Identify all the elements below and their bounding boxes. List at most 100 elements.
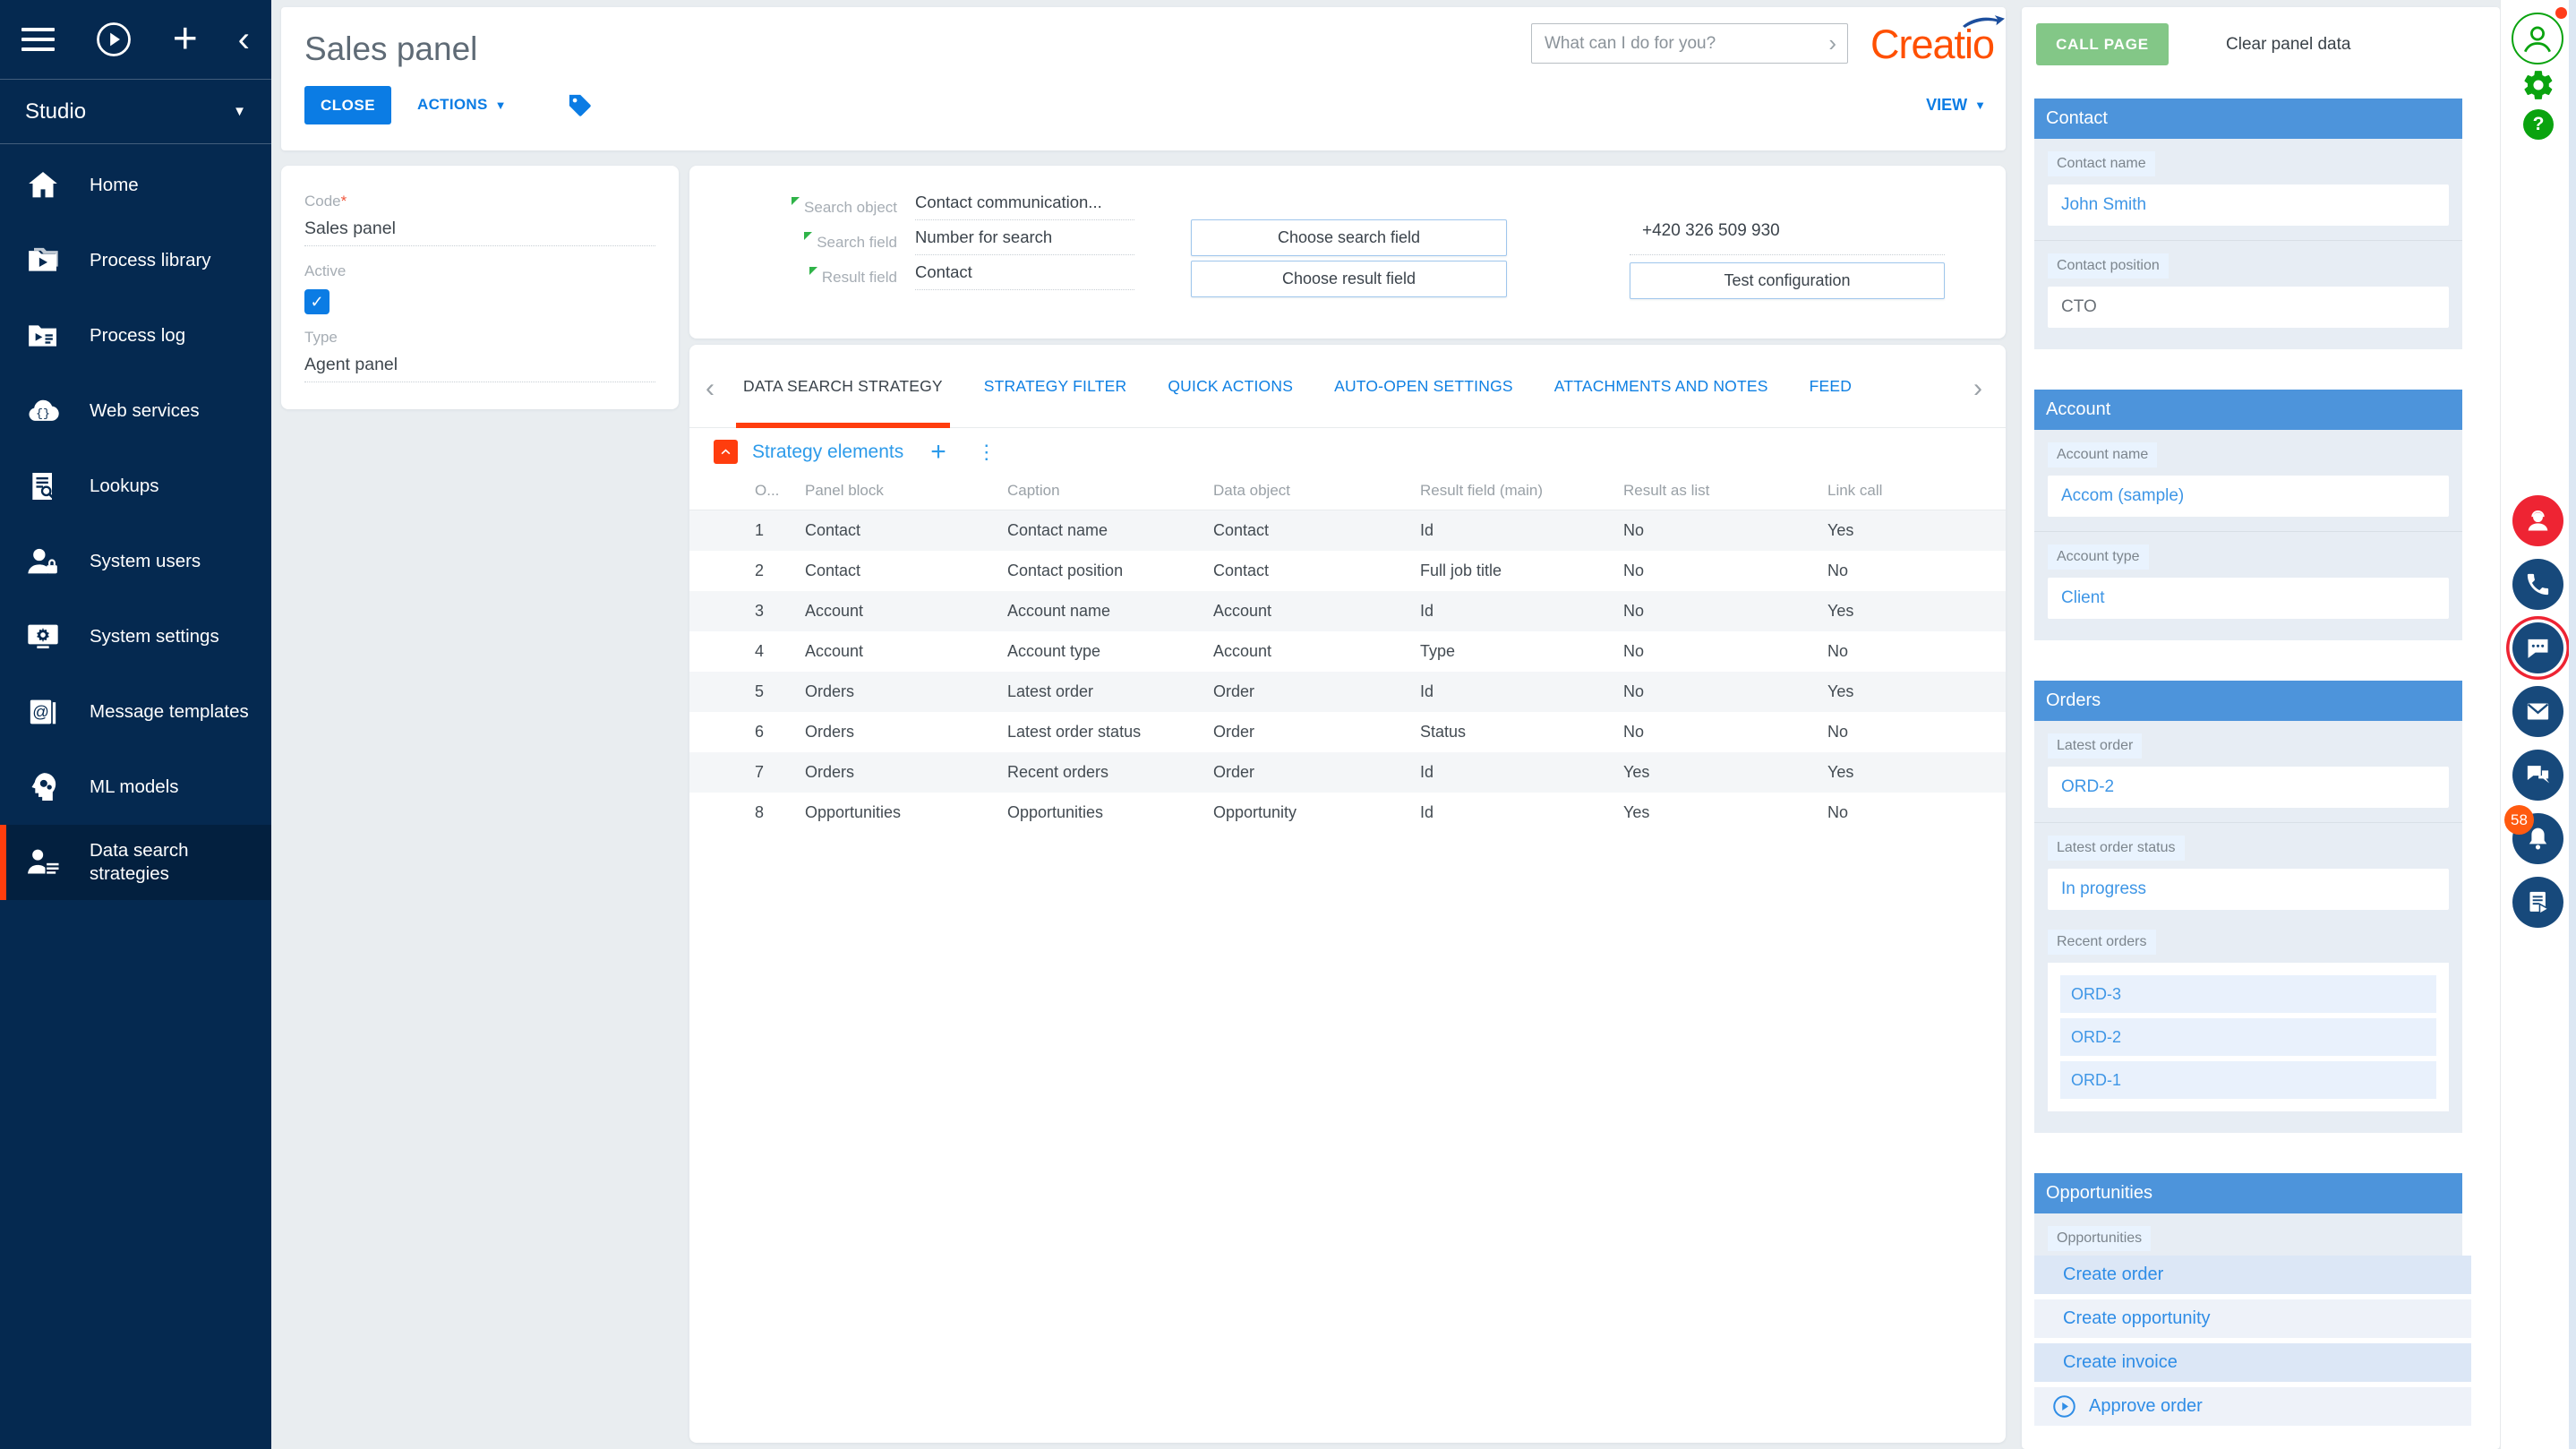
field-value[interactable]: Client <box>2048 578 2449 619</box>
hamburger-menu-icon[interactable] <box>21 28 55 51</box>
tabs-scroll-right-icon[interactable]: › <box>1973 373 1982 403</box>
svg-text:@: @ <box>32 702 49 721</box>
field-value[interactable]: In progress <box>2048 869 2449 910</box>
tab[interactable]: FEED <box>1809 376 1853 395</box>
add-strategy-element-icon[interactable]: + <box>930 436 946 467</box>
code-field[interactable]: Sales panel <box>304 210 655 246</box>
cell-result-field: Status <box>1420 723 1467 741</box>
sidebar-top-bar: + ‹ <box>0 0 271 79</box>
result-field-field[interactable]: Contact <box>915 262 1134 290</box>
field-label: Opportunities <box>2048 1226 2152 1251</box>
tabs-scroll-left-icon[interactable]: ‹ <box>706 373 715 403</box>
more-menu-icon[interactable]: ⋮ <box>976 440 997 463</box>
table-row[interactable]: 4 Account Account type Account Type No N… <box>689 631 2006 672</box>
comm-button[interactable] <box>2512 877 2563 928</box>
field-value[interactable]: ORD-2 <box>2048 767 2449 808</box>
panel-action-button[interactable]: Create opportunity <box>2034 1299 2471 1338</box>
field-value[interactable]: John Smith <box>2048 184 2449 226</box>
cell-caption: Account type <box>1007 642 1101 660</box>
call-panel: CALL PAGE Clear panel data Contact Conta… <box>2022 7 2500 1449</box>
column-header[interactable]: Result field (main) <box>1420 481 1543 499</box>
field-value[interactable]: CTO <box>2048 287 2449 328</box>
table-row[interactable]: 7 Orders Recent orders Order Id Yes Yes <box>689 752 2006 793</box>
table-row[interactable]: 5 Orders Latest order Order Id No Yes <box>689 672 2006 712</box>
choose-search-field-button[interactable]: Choose search field <box>1191 219 1507 256</box>
panel-action-button[interactable]: Create order <box>2034 1256 2471 1294</box>
run-process-icon[interactable] <box>95 21 133 58</box>
tab[interactable]: QUICK ACTIONS <box>1168 376 1294 395</box>
sidebar-item[interactable]: System users <box>0 524 271 599</box>
process-library-icon <box>25 243 61 279</box>
collapse-section-icon[interactable] <box>714 440 738 464</box>
user-avatar[interactable] <box>2512 13 2563 64</box>
workspace-selector[interactable]: Studio ▼ <box>0 79 271 144</box>
clear-panel-data-link[interactable]: Clear panel data <box>2226 35 2351 54</box>
test-configuration-button[interactable]: Test configuration <box>1630 262 1945 299</box>
cell-caption: Opportunities <box>1007 803 1104 821</box>
column-header[interactable]: O... <box>755 481 780 499</box>
tab[interactable]: DATA SEARCH STRATEGY <box>736 345 950 428</box>
search-object-field[interactable]: Contact communication... <box>915 193 1134 220</box>
comm-button[interactable] <box>2512 686 2563 737</box>
comm-button[interactable] <box>2512 622 2563 673</box>
list-item[interactable]: ORD-1 <box>2060 1061 2436 1099</box>
column-header[interactable]: Panel block <box>805 481 884 499</box>
tab[interactable]: STRATEGY FILTER <box>983 376 1127 395</box>
type-field[interactable]: Agent panel <box>304 347 655 382</box>
sidebar-item[interactable]: System settings <box>0 599 271 674</box>
cell-link-call: Yes <box>1827 763 1854 781</box>
chevron-right-icon[interactable]: › <box>1828 30 1836 56</box>
sidebar-item[interactable]: ML models <box>0 750 271 825</box>
sidebar-item[interactable]: Lookups <box>0 449 271 524</box>
table-row[interactable]: 2 Contact Contact position Contact Full … <box>689 551 2006 591</box>
table-row[interactable]: 6 Orders Latest order status Order Statu… <box>689 712 2006 752</box>
list-item[interactable]: ORD-2 <box>2060 1018 2436 1056</box>
table-row[interactable]: 1 Contact Contact name Contact Id No Yes <box>689 510 2006 551</box>
sidebar-item[interactable]: Data search strategies <box>0 825 271 900</box>
choose-result-field-button[interactable]: Choose result field <box>1191 261 1507 297</box>
assistant-input[interactable] <box>1532 33 1829 54</box>
comm-button[interactable]: 58 <box>2504 805 2563 864</box>
table-row[interactable]: 3 Account Account name Account Id No Yes <box>689 591 2006 631</box>
settings-gear-icon[interactable] <box>2521 68 2555 102</box>
comm-button[interactable] <box>2512 559 2563 610</box>
sidebar-item[interactable]: {} Web services <box>0 373 271 449</box>
test-phone-number[interactable]: +420 326 509 930 <box>1630 221 1945 255</box>
system-users-icon <box>25 544 61 579</box>
tab[interactable]: ATTACHMENTS AND NOTES <box>1553 376 1768 395</box>
record-form: Code* Sales panel Active ✓ Type Agent pa… <box>281 166 679 409</box>
help-icon[interactable]: ? <box>2523 109 2554 140</box>
sidebar-item[interactable]: @ Message templates <box>0 674 271 750</box>
sidebar-item[interactable]: Process library <box>0 223 271 298</box>
tab[interactable]: AUTO-OPEN SETTINGS <box>1334 376 1513 395</box>
call-page-button[interactable]: CALL PAGE <box>2036 23 2169 65</box>
view-button[interactable]: VIEW ▼ <box>1926 96 1986 114</box>
sidebar-item[interactable]: Home <box>0 148 271 223</box>
tabs-bar: ‹ DATA SEARCH STRATEGY STRATEGY FILTER Q… <box>689 345 2006 428</box>
cell-order: 4 <box>755 642 765 660</box>
column-header[interactable]: Result as list <box>1623 481 1710 499</box>
column-header[interactable]: Link call <box>1827 481 1883 499</box>
close-button[interactable]: CLOSE <box>304 86 391 124</box>
cell-result-field: Id <box>1420 803 1434 821</box>
search-field-field[interactable]: Number for search <box>915 227 1134 255</box>
field-value[interactable]: Accom (sample) <box>2048 476 2449 517</box>
active-checkbox[interactable]: ✓ <box>304 289 329 314</box>
scrollbar-track[interactable] <box>2569 0 2576 1449</box>
sidebar-item[interactable]: Process log <box>0 298 271 373</box>
panel-action-button[interactable]: Approve order <box>2034 1387 2471 1426</box>
cell-link-call: No <box>1827 723 1849 741</box>
tag-icon[interactable] <box>566 91 594 119</box>
comm-button[interactable] <box>2512 750 2563 801</box>
cell-result-as-list: Yes <box>1623 803 1650 821</box>
list-item[interactable]: ORD-3 <box>2060 975 2436 1013</box>
collapse-sidebar-icon[interactable]: ‹ <box>237 20 250 59</box>
table-row[interactable]: 8 Opportunities Opportunities Opportunit… <box>689 793 2006 833</box>
column-header[interactable]: Caption <box>1007 481 1060 499</box>
panel-action-button[interactable]: Create invoice <box>2034 1343 2471 1382</box>
sidebar-item-label: Process library <box>90 250 211 271</box>
actions-button[interactable]: ACTIONS ▼ <box>417 96 507 113</box>
comm-button[interactable] <box>2512 495 2563 546</box>
column-header[interactable]: Data object <box>1213 481 1290 499</box>
add-icon[interactable]: + <box>172 15 198 63</box>
